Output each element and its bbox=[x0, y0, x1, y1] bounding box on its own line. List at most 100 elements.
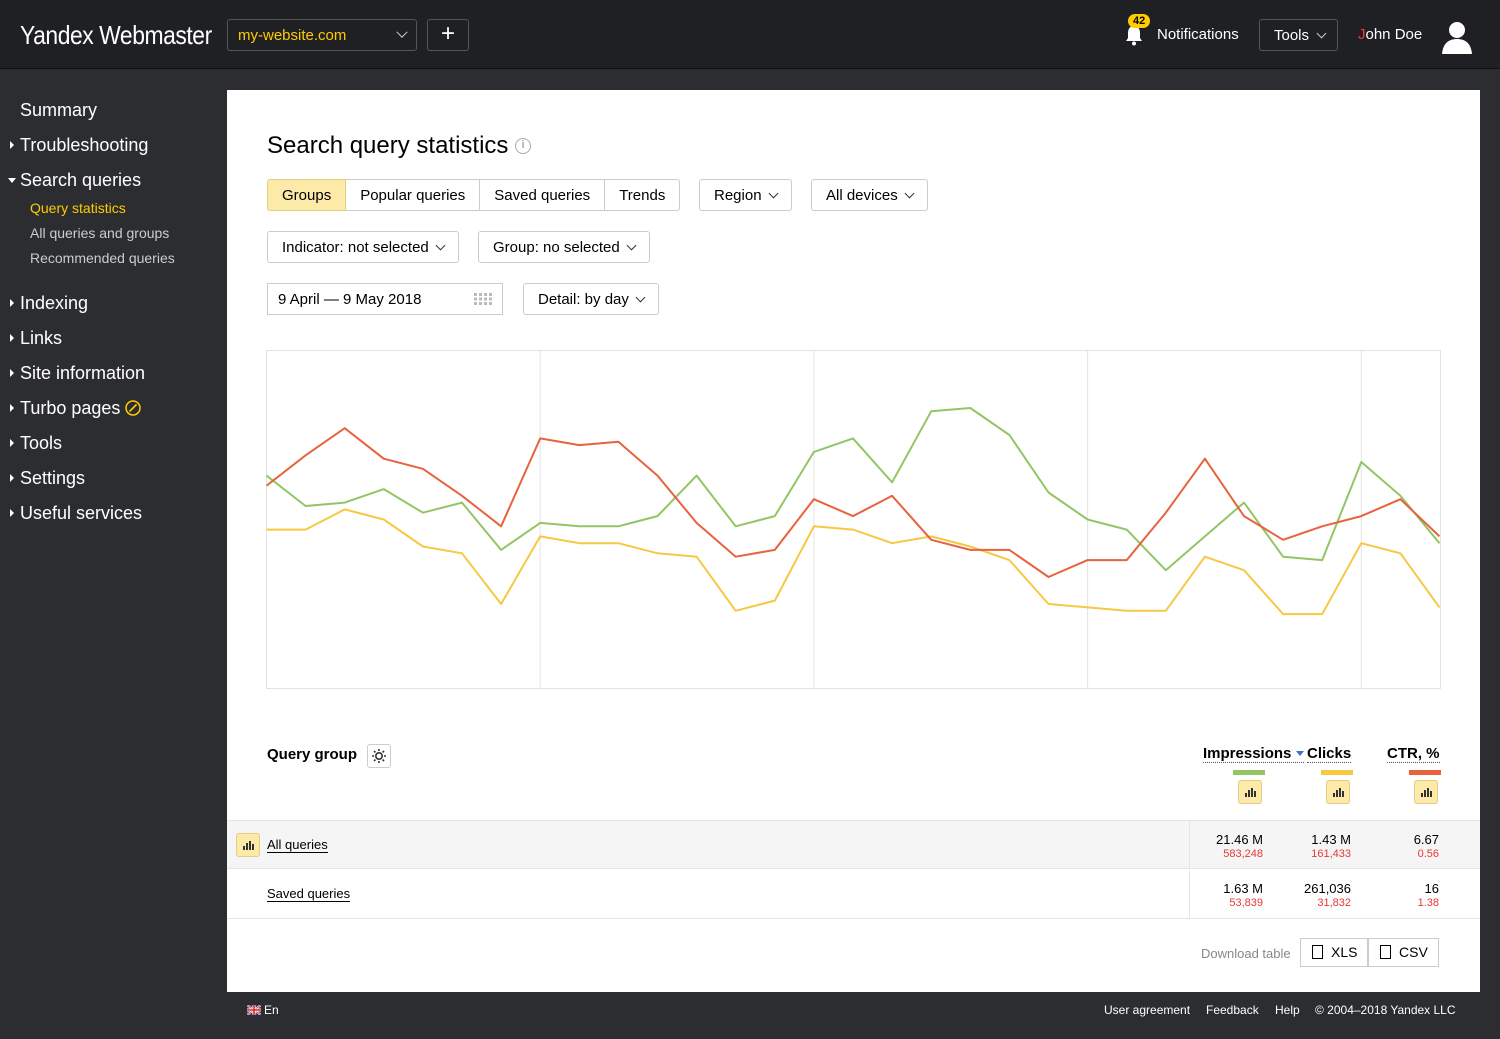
page-title: Search query statistics bbox=[267, 132, 509, 159]
footer-link-help[interactable]: Help bbox=[1275, 1003, 1300, 1017]
group-settings-button[interactable] bbox=[367, 744, 391, 768]
caret-down-icon bbox=[8, 178, 16, 183]
sidebar-item-troubleshooting[interactable]: Troubleshooting bbox=[10, 135, 149, 156]
sidebar-item-turbo-pages[interactable]: Turbo pages bbox=[10, 398, 142, 419]
chart-series-impressions bbox=[266, 407, 1441, 572]
download-xls-label: XLS bbox=[1331, 944, 1358, 960]
clicks-chart-toggle[interactable] bbox=[1326, 780, 1350, 804]
caret-right-icon bbox=[10, 141, 14, 149]
group-dropdown-label: Group: no selected bbox=[493, 239, 620, 256]
indicator-dropdown[interactable]: Indicator: not selected bbox=[267, 231, 459, 263]
column-header-ctr[interactable]: CTR, % bbox=[1387, 745, 1440, 763]
tab-popular-queries[interactable]: Popular queries bbox=[346, 179, 481, 211]
bar-chart-icon bbox=[243, 841, 254, 850]
document-icon bbox=[1312, 945, 1323, 959]
caret-right-icon bbox=[10, 334, 14, 342]
chevron-down-icon bbox=[635, 292, 646, 303]
user-name-initial: J bbox=[1358, 26, 1366, 43]
document-icon bbox=[1380, 945, 1391, 959]
column-header-impressions[interactable]: Impressions bbox=[1203, 745, 1305, 763]
language-switcher[interactable]: En bbox=[247, 1003, 279, 1017]
detail-dropdown-label: Detail: by day bbox=[538, 291, 629, 308]
sidebar-item-indexing[interactable]: Indexing bbox=[10, 293, 88, 314]
sidebar-item-label: Troubleshooting bbox=[20, 135, 149, 155]
caret-right-icon bbox=[10, 474, 14, 482]
date-range-input[interactable]: 9 April — 9 May 2018 bbox=[267, 283, 503, 315]
sidebar-item-site-information[interactable]: Site information bbox=[10, 363, 145, 384]
site-select-value: my-website.com bbox=[238, 27, 347, 44]
tab-trends[interactable]: Trends bbox=[605, 179, 681, 211]
download-xls-button[interactable]: XLS bbox=[1300, 938, 1369, 967]
tools-menu-button[interactable]: Tools bbox=[1259, 19, 1338, 51]
footer: En User agreement Feedback Help © 2004–2… bbox=[0, 992, 1500, 1039]
sidebar-item-label: Useful services bbox=[20, 503, 143, 523]
bar-chart-icon bbox=[1421, 788, 1432, 797]
impressions-value: 1.63 M bbox=[1223, 881, 1263, 896]
download-table-label: Download table bbox=[1201, 946, 1291, 961]
caret-right-icon bbox=[10, 509, 14, 517]
detail-dropdown[interactable]: Detail: by day bbox=[523, 283, 659, 315]
user-name[interactable]: John Doe bbox=[1358, 26, 1422, 43]
bar-chart-icon bbox=[1333, 788, 1344, 797]
impressions-chart-toggle[interactable] bbox=[1238, 780, 1262, 804]
sidebar-item-tools[interactable]: Tools bbox=[10, 433, 63, 454]
logo[interactable]: Yandex Webmaster bbox=[20, 20, 212, 50]
ctr-chart-toggle[interactable] bbox=[1414, 780, 1438, 804]
sidebar-subitem-recommended[interactable]: Recommended queries bbox=[30, 250, 175, 266]
add-site-button[interactable]: + bbox=[427, 19, 469, 51]
footer-copyright: © 2004–2018 Yandex LLC bbox=[1315, 1003, 1456, 1017]
site-select[interactable]: my-website.com bbox=[227, 19, 417, 51]
chevron-down-icon bbox=[396, 26, 408, 38]
sidebar-item-label: Links bbox=[20, 328, 63, 348]
notifications-button[interactable]: 42 Notifications bbox=[1122, 14, 1252, 54]
query-group-label: Query group bbox=[267, 746, 358, 763]
footer-link-user-agreement[interactable]: User agreement bbox=[1104, 1003, 1191, 1017]
sidebar-subitem-query-statistics[interactable]: Query statistics bbox=[30, 200, 126, 216]
sidebar-subitem-all-queries[interactable]: All queries and groups bbox=[30, 225, 170, 241]
sidebar-item-useful-services[interactable]: Useful services bbox=[10, 503, 143, 524]
column-divider bbox=[1189, 870, 1190, 918]
row-link-saved-queries[interactable]: Saved queries bbox=[267, 886, 351, 902]
row-link-all-queries[interactable]: All queries bbox=[267, 837, 328, 853]
sidebar-item-links[interactable]: Links bbox=[10, 328, 63, 349]
notifications-badge: 42 bbox=[1128, 14, 1151, 28]
impressions-cell: 21.46 M 583,248 bbox=[1216, 832, 1263, 860]
bar-chart-icon bbox=[1245, 788, 1256, 797]
avatar-icon[interactable] bbox=[1437, 16, 1477, 56]
impressions-cell: 1.63 M 53,839 bbox=[1223, 881, 1263, 909]
sort-desc-icon bbox=[1296, 751, 1305, 756]
sidebar-item-search-queries[interactable]: Search queries bbox=[8, 170, 142, 191]
clicks-value: 1.43 M bbox=[1311, 832, 1351, 847]
footer-link-feedback[interactable]: Feedback bbox=[1206, 1003, 1259, 1017]
sidebar-item-settings[interactable]: Settings bbox=[10, 468, 85, 489]
sidebar-item-label: Tools bbox=[20, 433, 63, 453]
calendar-icon[interactable] bbox=[474, 293, 492, 305]
ctr-value: 16 bbox=[1424, 881, 1439, 896]
ctr-value: 6.67 bbox=[1413, 832, 1439, 847]
tab-groups[interactable]: Groups bbox=[267, 179, 347, 211]
query-statistics-chart[interactable]: 9 Apr16 Apr23 Apr30 Apr7 May bbox=[266, 350, 1441, 690]
sidebar-item-summary[interactable]: Summary bbox=[20, 100, 98, 120]
caret-right-icon bbox=[10, 404, 14, 412]
download-csv-label: CSV bbox=[1399, 944, 1428, 960]
group-dropdown[interactable]: Group: no selected bbox=[478, 231, 650, 263]
download-csv-button[interactable]: CSV bbox=[1368, 938, 1439, 967]
row-chart-toggle[interactable] bbox=[236, 833, 260, 857]
chevron-down-icon bbox=[626, 240, 637, 251]
clicks-cell: 261,036 31,832 bbox=[1304, 881, 1351, 909]
devices-dropdown[interactable]: All devices bbox=[811, 179, 928, 211]
tools-menu-label: Tools bbox=[1274, 27, 1310, 44]
chevron-down-icon bbox=[904, 188, 915, 199]
column-header-clicks[interactable]: Clicks bbox=[1307, 745, 1352, 763]
caret-right-icon bbox=[10, 299, 14, 307]
tab-saved-queries[interactable]: Saved queries bbox=[480, 179, 606, 211]
sidebar-item-label: Search queries bbox=[20, 170, 142, 190]
info-icon[interactable]: i bbox=[515, 138, 531, 154]
date-range-value: 9 April — 9 May 2018 bbox=[278, 291, 422, 308]
region-dropdown[interactable]: Region bbox=[699, 179, 792, 211]
rocket-icon bbox=[125, 400, 142, 416]
chevron-down-icon bbox=[435, 240, 446, 251]
ctr-diff: 1.38 bbox=[1417, 897, 1439, 909]
clicks-cell: 1.43 M 161,433 bbox=[1311, 832, 1351, 860]
column-divider bbox=[1189, 821, 1190, 869]
